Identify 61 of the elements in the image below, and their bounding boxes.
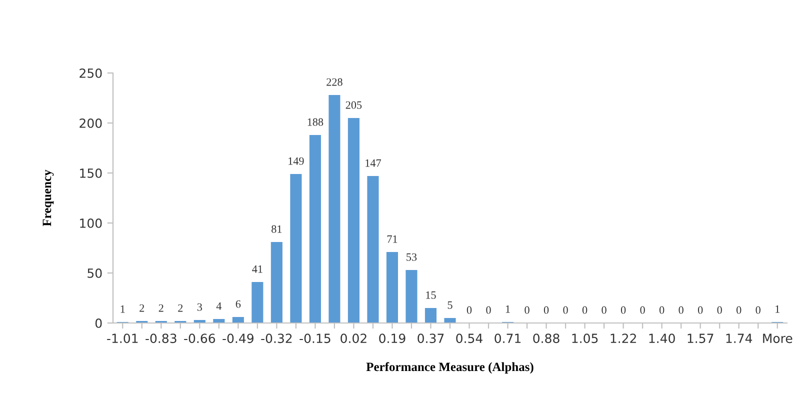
data-label: 0: [717, 306, 722, 314]
data-label: 53: [406, 253, 417, 261]
y-axis-title: Frequency: [42, 170, 54, 226]
x-tick-label: 1.22: [610, 334, 636, 343]
x-tick-label: 1.40: [649, 334, 675, 344]
data-label: 0: [620, 306, 626, 314]
x-tick-label: -1.01: [107, 334, 138, 344]
x-tick-label: More: [763, 334, 792, 344]
data-label: 1: [120, 305, 125, 313]
data-label: 0: [678, 306, 684, 314]
x-tick-label: 0.54: [456, 334, 482, 344]
x-tick-label: 0.19: [379, 334, 406, 344]
x-tick-label: -0.83: [146, 334, 176, 344]
y-tick-label: 100: [80, 218, 102, 228]
y-tick-label: 250: [80, 68, 102, 78]
data-label: 3: [197, 303, 202, 311]
data-label: 1: [506, 305, 510, 313]
data-label: 71: [387, 235, 398, 243]
data-label: 0: [602, 306, 606, 314]
data-label: 81: [272, 225, 282, 233]
x-tick-label: 1.05: [572, 334, 598, 344]
x-tick-label: -0.15: [300, 334, 330, 344]
data-label: 2: [140, 304, 144, 312]
data-label: 0: [756, 306, 760, 314]
data-label: 0: [640, 306, 645, 314]
data-label: 0: [659, 306, 664, 314]
x-tick-label: 0.88: [533, 334, 560, 344]
data-label: 0: [486, 306, 491, 314]
data-label: 0: [582, 306, 588, 314]
x-axis-title: Performance Measure (Alphas): [366, 362, 534, 374]
y-tick-label: 0: [95, 318, 102, 328]
x-tick-label: 0.02: [340, 334, 366, 344]
x-tick-label: 0.71: [494, 334, 521, 344]
data-label: 5: [448, 301, 452, 309]
data-label: 6: [236, 300, 241, 308]
x-tick-label: 1.57: [688, 334, 714, 344]
x-tick-label: -0.32: [261, 334, 292, 344]
data-label: 0: [544, 306, 549, 314]
data-label: 147: [366, 159, 381, 167]
data-label: 228: [326, 78, 342, 86]
y-tick-label: 150: [80, 168, 102, 178]
data-label: 149: [288, 157, 304, 165]
data-label: 205: [346, 101, 362, 109]
y-tick-label: 50: [88, 268, 102, 278]
data-label: 4: [216, 302, 222, 310]
x-tick-label: -0.49: [222, 334, 254, 344]
data-label: 2: [178, 304, 183, 312]
x-tick-label: 1.74: [726, 334, 752, 343]
data-label: 41: [252, 265, 262, 273]
x-tick-label: -0.66: [184, 334, 216, 344]
data-label: 0: [563, 306, 568, 314]
data-label: 0: [524, 306, 530, 314]
data-label: 0: [698, 306, 703, 314]
data-label: 15: [426, 291, 436, 299]
x-tick-label: 0.37: [418, 334, 444, 344]
data-label: 2: [158, 304, 164, 312]
data-label: 0: [466, 306, 472, 314]
data-label: 1: [776, 305, 780, 313]
data-label: 188: [308, 118, 324, 126]
data-label: 0: [736, 306, 742, 314]
y-tick-label: 200: [80, 118, 102, 128]
